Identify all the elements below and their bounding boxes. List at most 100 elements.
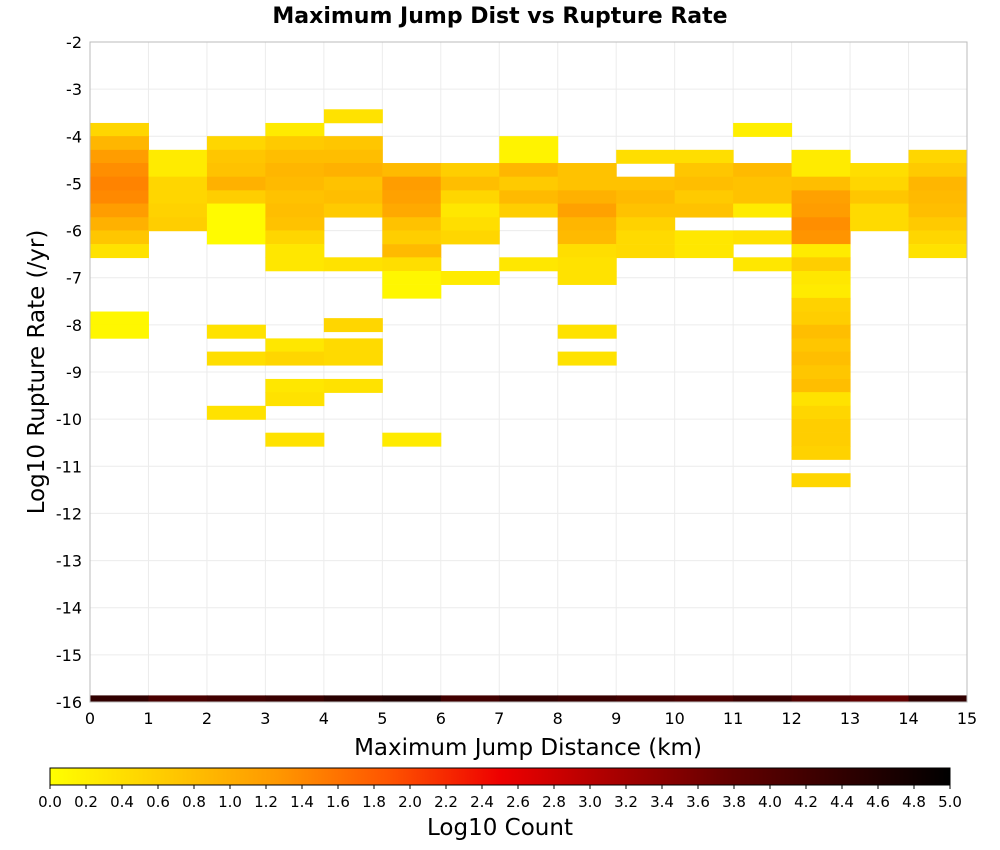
heatmap-cell [440,270,500,285]
heatmap-cell [90,311,149,326]
heatmap-cell [791,203,851,218]
heatmap-cell [733,203,793,218]
colorbar-tick-label: 2.4 [470,793,494,811]
heatmap-cell [791,244,851,259]
heatmap-cell [791,365,851,380]
heatmap-cell-bottom [323,695,383,702]
heatmap-cell [791,217,851,232]
heatmap-cell [791,176,851,191]
heatmap-cell [557,230,617,245]
heatmap-cell-bottom [908,695,968,702]
heatmap-cell [265,149,325,164]
heatmap-cell [382,432,442,447]
heatmap-cell [791,445,851,460]
y-axis-label: Log10 Rupture Rate (/yr) [24,230,50,515]
heatmap-cell [908,203,968,218]
heatmap-cell [440,176,500,191]
heatmap-cell [382,230,442,245]
heatmap-cell-bottom [382,695,442,702]
colorbar-tick-label: 0.8 [182,793,206,811]
x-tick-label: 1 [143,709,153,728]
heatmap-cell [323,190,383,205]
heatmap-cell [557,270,617,285]
heatmap-cell [791,163,851,177]
heatmap-cell [323,176,383,191]
heatmap-cell [791,270,851,285]
heatmap-cell [499,136,559,151]
heatmap-cell [206,203,266,218]
heatmap-cell [323,338,383,353]
heatmap-cell [265,351,325,366]
heatmap-cell [265,190,325,205]
heatmap-cell [908,176,968,191]
heatmap-cell [323,378,383,393]
x-axis-label: Maximum Jump Distance (km) [354,735,702,761]
colorbar-tick-label: 4.6 [866,793,890,811]
heatmap-cell [557,244,617,259]
y-tick-label: -2 [66,33,82,52]
heatmap-cell [90,136,149,151]
x-tick-label: 15 [957,709,977,728]
heatmap-cell [148,203,208,218]
heatmap-cell [616,176,676,191]
heatmap-cell [674,230,734,245]
heatmap-cell [791,392,851,407]
heatmap-cell [674,203,734,218]
heatmap-cell-bottom [90,695,149,702]
heatmap-cell [908,230,968,245]
heatmap-cell [908,244,968,259]
colorbar-tick-label: 5.0 [938,793,962,811]
heatmap-cell [440,217,500,232]
heatmap-cell [499,203,559,218]
heatmap-cell [557,163,617,177]
heatmap-cell [382,257,442,272]
heatmap-cell [90,324,149,339]
heatmap-cell [323,136,383,151]
heatmap-cell [206,163,266,177]
heatmap-cell [791,419,851,433]
heatmap-cell [791,473,851,488]
heatmap-cell-bottom [148,695,208,702]
heatmap-cell [791,257,851,272]
colorbar-ticks: 0.0 0.2 0.4 0.6 0.8 1.0 1.2 1.4 1.6 1.8 2.0 2.2 2.4 2… [38,785,962,811]
heatmap-cell [265,338,325,353]
heatmap-cell [616,217,676,232]
heatmap-cell [499,176,559,191]
heatmap-cell [90,203,149,218]
y-tick-label: -11 [56,457,82,476]
heatmap-cell-bottom [499,695,559,702]
heatmap-cell [265,163,325,177]
heatmap-cell [499,149,559,164]
colorbar-tick-label: 2.6 [506,793,530,811]
y-tick-label: -4 [66,127,82,146]
x-tick-label: 4 [319,709,329,728]
heatmap-cell [440,163,500,177]
heatmap-cell [733,190,793,205]
colorbar-tick-label: 0.0 [38,793,62,811]
heatmap-cell [382,190,442,205]
chart-title: Maximum Jump Dist vs Rupture Rate [272,4,727,29]
heatmap-cell [206,149,266,164]
x-tick-label: 9 [611,709,621,728]
heatmap-cell [440,230,500,245]
heatmap-cell [206,405,266,420]
heatmap-cell [791,378,851,393]
colorbar-tick-label: 4.0 [758,793,782,811]
x-tick-label: 0 [85,709,95,728]
heatmap-cell [90,190,149,205]
x-tick-label: 10 [664,709,684,728]
heatmap-cell [206,230,266,245]
heatmap-cell [557,176,617,191]
heatmap-cell-bottom [206,695,266,702]
plot-frame [89,41,968,703]
heatmap-cell [499,190,559,205]
heatmap-cell [674,176,734,191]
heatmap-cell [148,163,208,177]
heatmap-cell [206,324,266,339]
heatmap-cell [90,244,149,259]
colorbar-tick-label: 1.2 [254,793,278,811]
heatmap-cell [323,163,383,177]
heatmap-cell [908,217,968,232]
heatmap-cell [265,378,325,393]
